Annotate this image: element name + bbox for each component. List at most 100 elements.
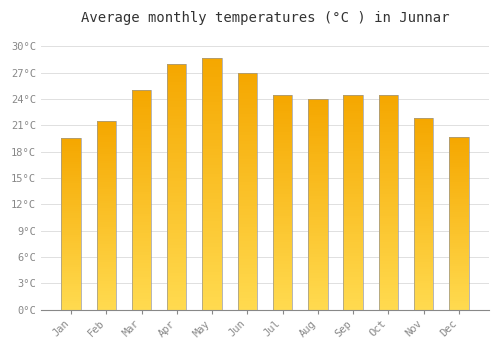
Bar — [202, 111, 222, 114]
Bar — [132, 285, 151, 288]
Bar — [344, 296, 363, 299]
Bar — [273, 105, 292, 108]
Bar — [238, 232, 257, 236]
Bar — [238, 191, 257, 194]
Bar — [96, 187, 116, 189]
Bar — [273, 132, 292, 135]
Bar — [238, 182, 257, 185]
Bar — [202, 171, 222, 174]
Bar — [308, 157, 328, 160]
Bar — [62, 299, 80, 301]
Bar — [344, 205, 363, 208]
Bar — [238, 73, 257, 76]
Bar — [238, 236, 257, 238]
Bar — [449, 137, 468, 309]
Bar — [308, 199, 328, 202]
Bar — [96, 142, 116, 145]
Bar — [96, 270, 116, 272]
Bar — [414, 293, 434, 295]
Bar — [202, 184, 222, 187]
Bar — [308, 275, 328, 278]
Bar — [378, 135, 398, 138]
Bar — [62, 278, 80, 280]
Bar — [344, 221, 363, 224]
Bar — [202, 67, 222, 70]
Bar — [273, 272, 292, 275]
Bar — [132, 120, 151, 123]
Bar — [273, 191, 292, 194]
Bar — [308, 152, 328, 154]
Bar — [273, 245, 292, 248]
Bar — [62, 222, 80, 224]
Bar — [202, 294, 222, 297]
Bar — [96, 232, 116, 234]
Bar — [308, 296, 328, 299]
Bar — [167, 217, 186, 220]
Bar — [378, 226, 398, 229]
Bar — [273, 143, 292, 146]
Bar — [378, 146, 398, 148]
Bar — [238, 105, 257, 108]
Bar — [238, 73, 257, 309]
Bar — [344, 162, 363, 164]
Bar — [167, 70, 186, 73]
Bar — [62, 286, 80, 288]
Bar — [96, 168, 116, 170]
Bar — [308, 110, 328, 112]
Bar — [96, 201, 116, 203]
Bar — [273, 248, 292, 251]
Bar — [449, 245, 468, 247]
Bar — [273, 253, 292, 256]
Bar — [202, 187, 222, 190]
Bar — [308, 233, 328, 236]
Bar — [414, 204, 434, 207]
Bar — [344, 275, 363, 277]
Bar — [378, 130, 398, 132]
Bar — [167, 94, 186, 98]
Bar — [96, 241, 116, 244]
Bar — [414, 247, 434, 250]
Bar — [273, 124, 292, 127]
Bar — [344, 272, 363, 275]
Bar — [132, 145, 151, 148]
Bar — [96, 213, 116, 215]
Bar — [238, 283, 257, 286]
Bar — [132, 258, 151, 260]
Bar — [202, 140, 222, 143]
Bar — [167, 276, 186, 279]
Bar — [132, 279, 151, 282]
Bar — [96, 203, 116, 206]
Bar — [378, 277, 398, 280]
Bar — [167, 92, 186, 94]
Bar — [238, 259, 257, 262]
Bar — [308, 307, 328, 309]
Bar — [414, 279, 434, 281]
Bar — [449, 139, 468, 141]
Bar — [449, 230, 468, 232]
Bar — [449, 161, 468, 163]
Bar — [273, 210, 292, 213]
Bar — [167, 101, 186, 104]
Bar — [202, 268, 222, 272]
Bar — [238, 262, 257, 265]
Bar — [308, 207, 328, 210]
Bar — [344, 261, 363, 264]
Bar — [132, 159, 151, 161]
Bar — [378, 121, 398, 124]
Bar — [449, 165, 468, 167]
Bar — [308, 281, 328, 283]
Bar — [132, 93, 151, 96]
Bar — [414, 305, 434, 307]
Bar — [344, 251, 363, 253]
Bar — [449, 202, 468, 204]
Bar — [96, 251, 116, 253]
Bar — [449, 307, 468, 309]
Bar — [344, 240, 363, 242]
Bar — [238, 286, 257, 289]
Bar — [202, 64, 222, 67]
Bar — [132, 274, 151, 276]
Bar — [238, 85, 257, 88]
Bar — [344, 264, 363, 267]
Bar — [132, 123, 151, 126]
Bar — [273, 183, 292, 186]
